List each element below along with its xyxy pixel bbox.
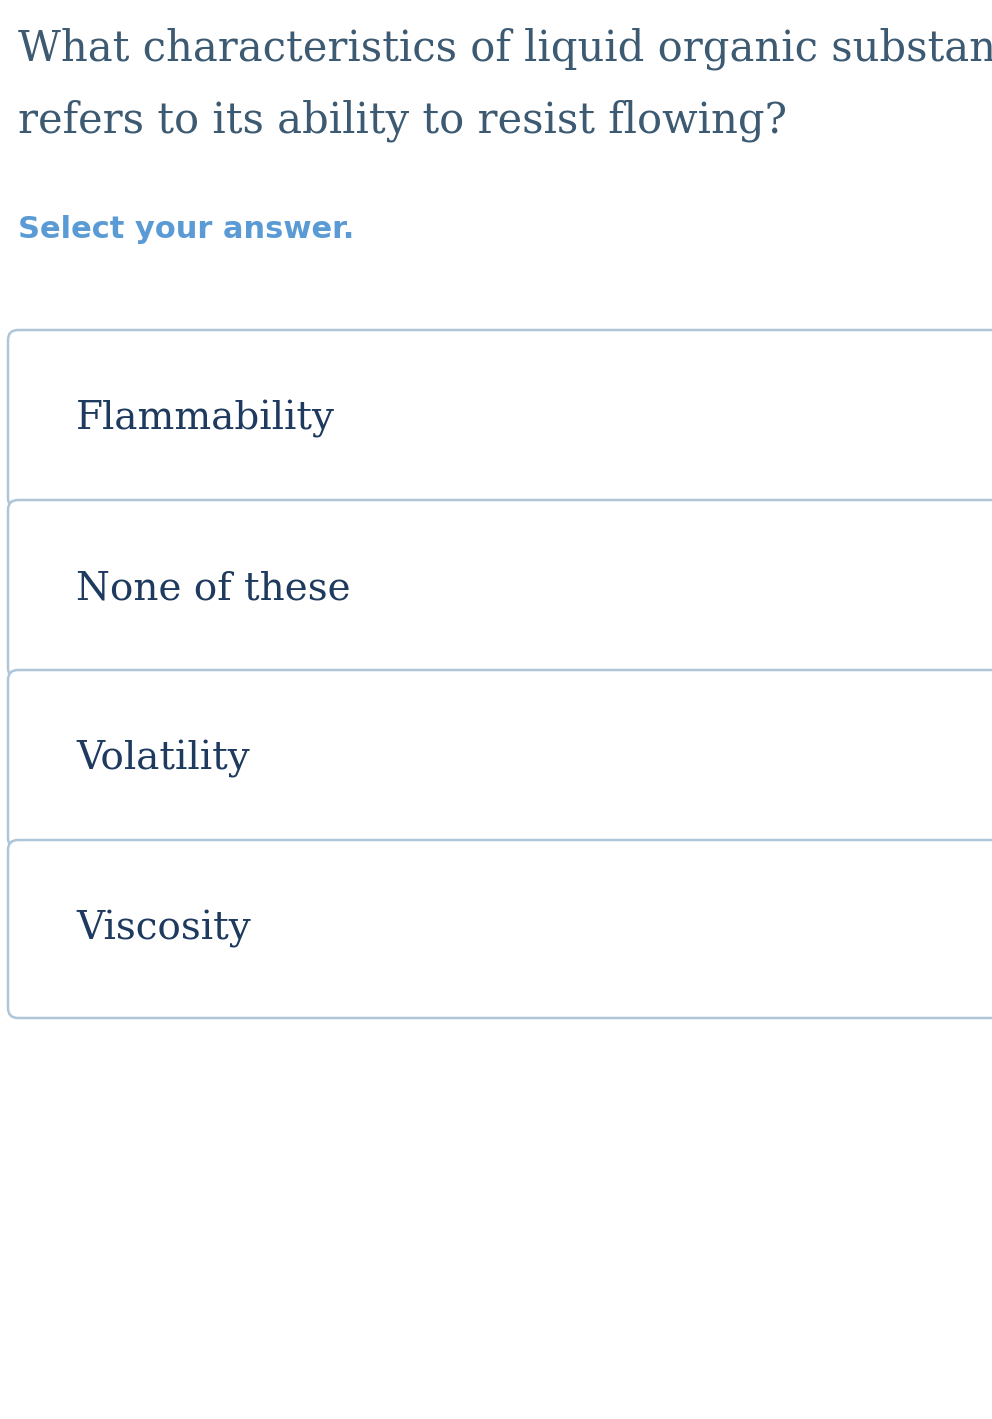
Text: Viscosity: Viscosity	[76, 910, 251, 948]
Text: Select your answer.: Select your answer.	[18, 216, 354, 244]
FancyBboxPatch shape	[8, 331, 992, 508]
Text: Volatility: Volatility	[76, 739, 250, 778]
FancyBboxPatch shape	[8, 499, 992, 678]
Text: refers to its ability to resist flowing?: refers to its ability to resist flowing?	[18, 99, 787, 142]
FancyBboxPatch shape	[8, 670, 992, 849]
Text: None of these: None of these	[76, 570, 350, 607]
FancyBboxPatch shape	[8, 840, 992, 1017]
Text: What characteristics of liquid organic substances: What characteristics of liquid organic s…	[18, 28, 992, 71]
Text: Flammability: Flammability	[76, 400, 335, 438]
